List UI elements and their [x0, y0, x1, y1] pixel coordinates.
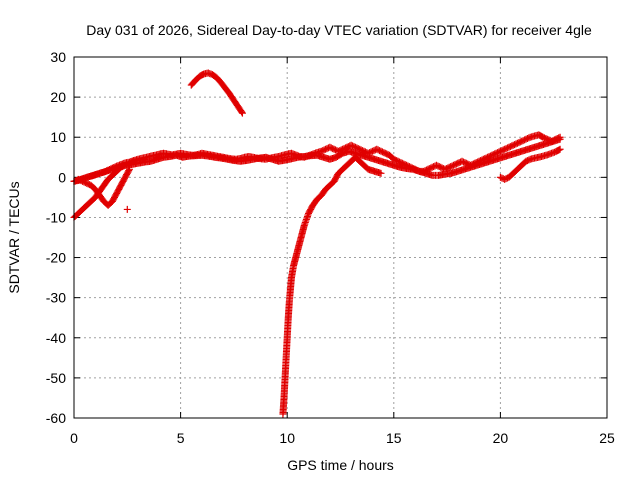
y-tick-label: -40: [46, 330, 66, 346]
y-tick-label: -30: [46, 290, 66, 306]
data-point-trailing-segment: [556, 145, 564, 153]
data-point-lower-start-trace: [134, 156, 142, 164]
y-tick-label: -10: [46, 209, 66, 225]
data-point-arc-segment: [238, 109, 246, 117]
y-tick-label: 20: [50, 89, 66, 105]
x-tick-label: 15: [386, 430, 402, 446]
x-tick-label: 5: [177, 430, 185, 446]
data-point-dip-trace: [125, 167, 133, 175]
y-tick-label: -50: [46, 370, 66, 386]
plot-frame: [73, 56, 608, 419]
y-tick-label: 10: [50, 129, 66, 145]
data-point-upper-trace: [556, 133, 564, 141]
axis-ticks: 0 5 10 15 20 25 30 20 10 0 -10 -20 -30 -40 -50 -60: [46, 49, 615, 446]
y-axis-label: SDTVAR / TECUs: [6, 181, 22, 293]
y-tick-label: 0: [58, 169, 66, 185]
y-tick-label: 30: [50, 49, 66, 65]
data-point-steep-recovery-trace: [377, 169, 385, 177]
x-tick-label: 10: [279, 430, 295, 446]
data-point-dip-trace: [125, 165, 133, 173]
data-point-upper-trace: [555, 134, 563, 142]
x-tick-label: 20: [493, 430, 509, 446]
chart-title: Day 031 of 2026, Sidereal Day-to-day VTE…: [86, 22, 592, 38]
x-tick-label: 25: [599, 430, 615, 446]
y-tick-label: -60: [46, 410, 66, 426]
data-point-trailing-segment: [555, 146, 563, 154]
data-point-isolated-point: [123, 205, 131, 213]
x-tick-label: 0: [70, 430, 78, 446]
y-tick-label: -20: [46, 250, 66, 266]
x-axis-label: GPS time / hours: [287, 457, 394, 473]
data-points: [70, 69, 564, 418]
grid-lines: [74, 57, 607, 418]
data-point-arc-segment: [238, 108, 246, 116]
